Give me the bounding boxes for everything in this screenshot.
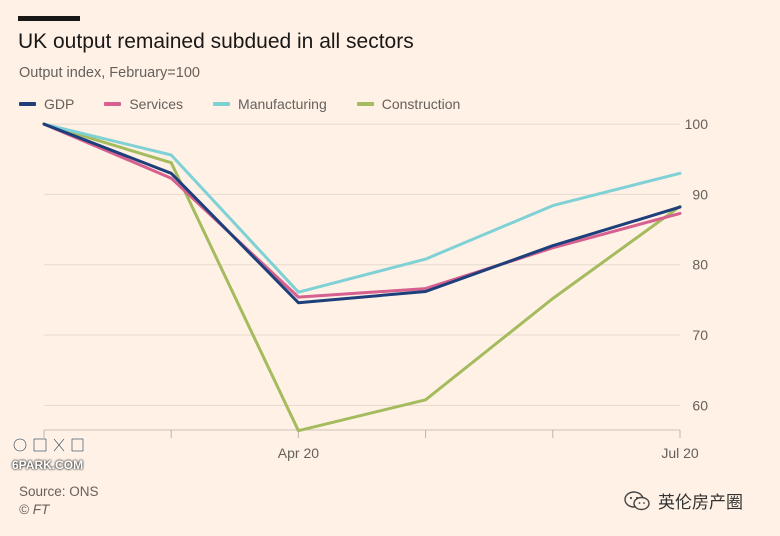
legend-label-gdp: GDP [44,96,75,112]
series-line-gdp [42,122,682,305]
legend-swatch-construction [356,102,374,106]
legend-swatch-services [104,102,122,106]
x-tick-label-2: Apr 20 [278,445,319,461]
legend-swatch-gdp [19,102,36,106]
copyright-note: © FT [19,502,50,517]
legend-item-construction: Construction [356,96,461,112]
series-line-manufacturing [42,122,682,294]
axis-layer: 60 70 80 90 100 Apr 20 Jul 20 [43,116,709,461]
y-tick-label-100: 100 [685,116,709,132]
legend-label-manufacturing: Manufacturing [238,96,327,112]
series-line-construction [42,122,682,433]
legend-item-manufacturing: Manufacturing [213,96,327,112]
legend-label-construction: Construction [381,96,461,112]
line-chart: 60 70 80 90 100 Apr 20 Jul 20 [42,116,709,461]
x-tick-label-5: Jul 20 [661,445,699,461]
series-layer [42,122,682,433]
site-watermark-text: 6PARK.COM [12,458,84,472]
channel-watermark-text: 英伦房产圈 [658,493,743,512]
legend-item-services: Services [104,96,183,112]
chart-title: UK output remained subdued in all sector… [18,30,414,53]
chart-subtitle: Output index, February=100 [19,65,200,81]
y-tick-label-90: 90 [692,186,708,202]
site-watermark-glyphs-icon [12,437,85,453]
site-watermark: 6PARK.COM [12,436,86,472]
channel-watermark: 英伦房产圈 [624,488,743,513]
y-tick-label-70: 70 [692,327,708,343]
legend-swatch-manufacturing [213,102,231,106]
top-rule [18,16,80,21]
legend-label-services: Services [129,96,184,112]
y-tick-label-60: 60 [692,397,708,413]
source-note: Source: ONS [19,484,99,499]
legend: GDP Services Manufacturing Construction [19,96,490,112]
grid-layer [44,123,680,406]
wechat-icon [624,490,650,510]
y-tick-label-80: 80 [692,257,708,273]
legend-item-gdp: GDP [19,96,74,112]
series-line-services [42,122,682,299]
